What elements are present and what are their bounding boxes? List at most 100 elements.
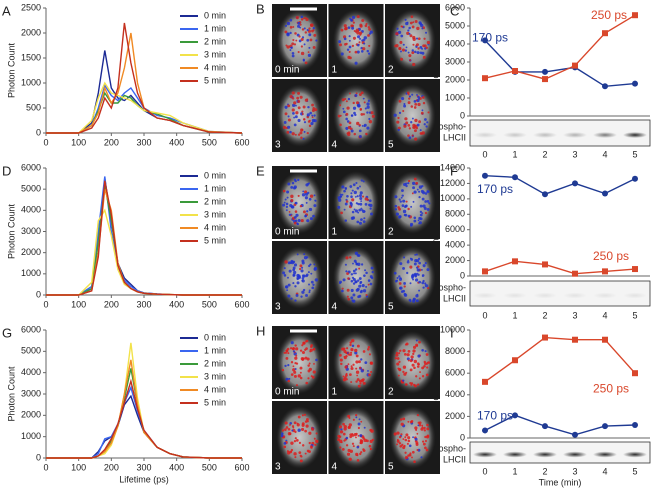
pixel-dot bbox=[350, 381, 353, 384]
pixel-dot bbox=[402, 43, 405, 46]
pixel-dot bbox=[356, 344, 360, 348]
pixel-dot bbox=[404, 438, 408, 442]
pixel-dot bbox=[360, 451, 363, 454]
pixel-dot bbox=[360, 369, 364, 373]
pixel-dot bbox=[295, 438, 299, 442]
pixel-dot bbox=[357, 104, 361, 108]
pixel-dot bbox=[343, 427, 347, 431]
pixel-dot bbox=[422, 279, 425, 283]
pixel-dot bbox=[301, 266, 304, 269]
pixel-dot bbox=[399, 287, 402, 290]
pixel-dot bbox=[305, 417, 309, 421]
pixel-dot bbox=[350, 288, 354, 293]
pixel-dot bbox=[288, 210, 291, 213]
pixel-dot bbox=[308, 362, 311, 365]
pixel-dot bbox=[301, 261, 305, 265]
blot-band bbox=[473, 292, 497, 299]
pixel-dot bbox=[396, 276, 399, 280]
pixel-dot bbox=[338, 353, 342, 357]
pixel-dot bbox=[402, 289, 406, 293]
pixel-dot bbox=[297, 415, 301, 419]
pixel-dot bbox=[300, 51, 305, 56]
pixel-dot bbox=[368, 353, 372, 356]
pixel-dot bbox=[352, 36, 356, 40]
pixel-dot bbox=[424, 362, 427, 366]
pixel-dot bbox=[411, 49, 414, 52]
pixel-dot bbox=[313, 362, 315, 365]
pixel-dot bbox=[294, 202, 297, 205]
y-tick-label: 0 bbox=[36, 452, 41, 462]
pixel-dot bbox=[426, 268, 430, 272]
x-tick-label: 1 bbox=[512, 310, 517, 320]
cell bbox=[276, 171, 323, 234]
pixel-dot bbox=[421, 348, 424, 352]
pixel-dot bbox=[416, 432, 419, 435]
pixel-dot bbox=[354, 93, 358, 97]
pixel-dot bbox=[346, 452, 351, 456]
pixel-dot bbox=[345, 354, 348, 358]
pixel-dot bbox=[421, 184, 424, 188]
pixel-dot bbox=[339, 430, 344, 434]
x-tick-label: 0 bbox=[482, 466, 487, 476]
pixel-dot bbox=[405, 21, 409, 26]
pixel-dot bbox=[356, 374, 359, 377]
pixel-dot bbox=[287, 294, 291, 298]
pixel-dot bbox=[358, 123, 361, 127]
pixel-dot bbox=[306, 256, 309, 259]
pixel-dot bbox=[362, 113, 365, 116]
pixel-dot bbox=[346, 194, 349, 198]
pixel-dot bbox=[362, 180, 365, 183]
pixel-dot bbox=[311, 109, 315, 113]
pixel-dot bbox=[401, 204, 405, 208]
pixel-dot bbox=[315, 39, 318, 42]
pixel-dot bbox=[399, 200, 402, 203]
pixel-dot bbox=[350, 273, 354, 276]
pixel-dot bbox=[337, 434, 341, 438]
pixel-dot bbox=[402, 438, 405, 441]
pixel-dot bbox=[412, 186, 415, 190]
pixel-dot bbox=[347, 277, 350, 280]
pixel-dot bbox=[399, 349, 402, 352]
pixel-dot bbox=[368, 444, 372, 448]
pixel-dot bbox=[348, 35, 351, 38]
pixel-dot bbox=[305, 293, 308, 297]
legend-label: 4 min bbox=[204, 384, 226, 394]
pixel-dot bbox=[403, 124, 407, 128]
pixel-dot bbox=[404, 49, 407, 52]
cell bbox=[389, 9, 436, 72]
pixel-dot bbox=[359, 452, 362, 456]
pixel-dot bbox=[358, 267, 361, 270]
panel-letter: C bbox=[450, 3, 459, 18]
pixel-dot bbox=[359, 382, 362, 385]
pixel-dot bbox=[413, 190, 417, 194]
pixel-dot bbox=[419, 129, 422, 132]
pixel-dot bbox=[364, 269, 367, 272]
pixel-dot bbox=[293, 263, 298, 267]
pixel-dot bbox=[416, 259, 420, 263]
frame-label: 3 bbox=[275, 140, 281, 151]
pixel-dot bbox=[352, 293, 356, 297]
x-axis-label: Lifetime (ps) bbox=[119, 474, 169, 484]
pixel-dot bbox=[309, 23, 314, 27]
pixel-dot bbox=[349, 353, 353, 356]
pixel-dot bbox=[291, 54, 295, 58]
pixel-dot bbox=[300, 136, 303, 140]
pixel-dot bbox=[295, 16, 299, 20]
pixel-dot bbox=[286, 190, 290, 194]
pixel-dot bbox=[424, 439, 428, 443]
pixel-dot bbox=[398, 367, 401, 371]
pixel-dot bbox=[287, 104, 291, 108]
pixel-dot bbox=[363, 438, 368, 443]
pixel-dot bbox=[366, 198, 369, 201]
x-tick-label: 600 bbox=[234, 299, 249, 309]
pixel-dot bbox=[296, 96, 300, 100]
pixel-dot bbox=[347, 297, 350, 301]
pixel-dot bbox=[349, 201, 353, 205]
pixel-dot bbox=[311, 427, 315, 431]
pixel-dot bbox=[353, 190, 357, 195]
pixel-dot bbox=[303, 43, 306, 46]
pixel-dot bbox=[409, 21, 413, 25]
pixel-dot bbox=[349, 256, 352, 259]
x-tick-label: 4 bbox=[602, 149, 607, 159]
